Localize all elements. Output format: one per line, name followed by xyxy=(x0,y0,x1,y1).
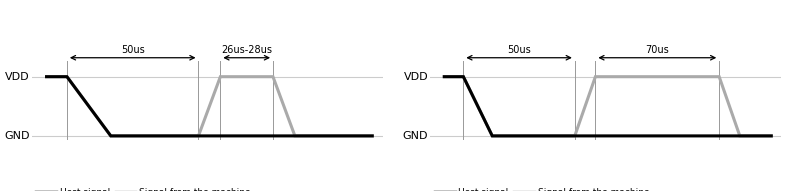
Text: 70us: 70us xyxy=(646,45,669,55)
Text: VDD: VDD xyxy=(5,72,29,82)
Legend: Host signal, Signal from the machine: Host signal, Signal from the machine xyxy=(37,188,250,191)
Text: 50us: 50us xyxy=(121,45,144,55)
Legend: Host signal, Signal from the machine: Host signal, Signal from the machine xyxy=(435,188,649,191)
Text: GND: GND xyxy=(402,131,428,141)
Text: 50us: 50us xyxy=(507,45,531,55)
Text: VDD: VDD xyxy=(404,72,428,82)
Text: 26us-28us: 26us-28us xyxy=(222,45,272,55)
Text: GND: GND xyxy=(4,131,29,141)
